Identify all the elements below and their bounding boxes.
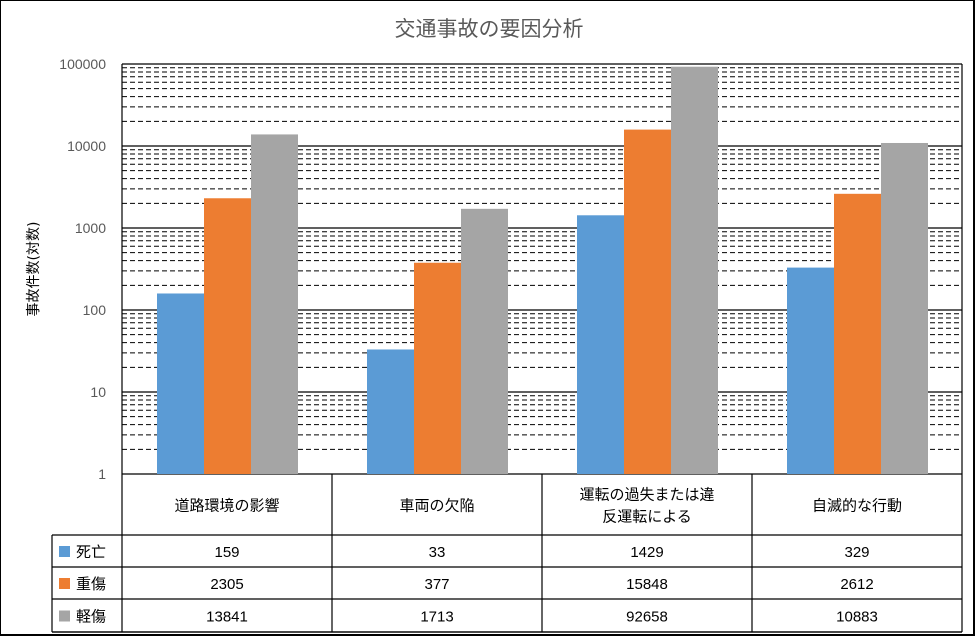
bar-死亡-0 bbox=[157, 293, 204, 474]
bar-死亡-3 bbox=[787, 267, 834, 474]
y-tick-label: 10000 bbox=[67, 138, 106, 154]
legend-swatch-軽傷 bbox=[59, 610, 70, 622]
bar-軽傷-3 bbox=[881, 142, 928, 474]
legend-swatch-死亡 bbox=[59, 546, 70, 557]
legend-label: 重傷 bbox=[76, 575, 106, 593]
bar-軽傷-1 bbox=[461, 208, 508, 474]
legend-label: 軽傷 bbox=[76, 608, 106, 626]
table-value: 10883 bbox=[836, 609, 878, 626]
table-value: 1713 bbox=[420, 609, 453, 626]
category-label: 自滅的な行動 bbox=[812, 497, 902, 515]
bar-軽傷-2 bbox=[671, 66, 718, 474]
table-value: 2612 bbox=[840, 576, 873, 593]
table-value: 15848 bbox=[626, 576, 668, 593]
category-label: 運転の過失または違 bbox=[579, 486, 714, 504]
bar-軽傷-0 bbox=[251, 134, 298, 475]
category-label: 反運転による bbox=[602, 508, 692, 526]
table-value: 33 bbox=[429, 544, 446, 561]
table-value: 159 bbox=[214, 544, 239, 561]
bar-重傷-0 bbox=[204, 198, 251, 474]
y-tick-label: 100000 bbox=[59, 56, 106, 72]
table-value: 92658 bbox=[626, 609, 668, 626]
category-label: 道路環境の影響 bbox=[174, 497, 279, 515]
table-value: 2305 bbox=[210, 576, 243, 593]
y-tick-label: 10 bbox=[90, 384, 106, 400]
bar-死亡-1 bbox=[367, 349, 414, 474]
category-label: 車両の欠陥 bbox=[399, 497, 474, 515]
table-value: 1429 bbox=[630, 544, 663, 561]
table-value: 377 bbox=[424, 576, 449, 593]
y-tick-label: 100 bbox=[83, 302, 107, 318]
table-value: 329 bbox=[844, 544, 869, 561]
y-axis-label: 事故件数(対数) bbox=[26, 222, 42, 317]
chart-title: 交通事故の要因分析 bbox=[395, 17, 584, 41]
bar-重傷-2 bbox=[624, 129, 671, 474]
bar-死亡-2 bbox=[577, 215, 624, 474]
legend-swatch-重傷 bbox=[59, 578, 70, 589]
bar-重傷-3 bbox=[834, 193, 881, 474]
y-tick-label: 1000 bbox=[75, 220, 106, 236]
bar-重傷-1 bbox=[414, 262, 461, 474]
table-value: 13841 bbox=[206, 609, 248, 626]
legend-label: 死亡 bbox=[76, 543, 106, 561]
y-tick-label: 1 bbox=[98, 466, 106, 482]
